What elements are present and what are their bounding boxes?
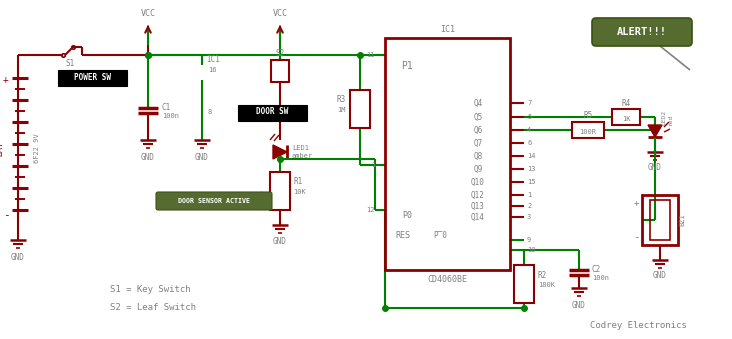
Text: P1: P1 [401,61,413,71]
FancyBboxPatch shape [237,104,307,120]
Text: LED1: LED1 [292,145,309,151]
Text: 4: 4 [527,127,531,133]
Text: Q7: Q7 [474,139,482,147]
Text: +: + [3,75,9,85]
Text: ALERT!!!: ALERT!!! [617,27,667,37]
Bar [385,38,510,270]
Text: 14: 14 [527,153,536,159]
Text: LED2: LED2 [661,110,666,125]
Text: P̅0: P̅0 [433,231,447,239]
Text: R2: R2 [538,271,548,279]
Text: amber: amber [292,153,313,159]
Text: red: red [668,114,673,125]
Polygon shape [648,125,662,137]
Bar [642,195,678,245]
Text: POWER SW: POWER SW [73,73,111,81]
Text: 2: 2 [527,203,531,209]
Text: 1M: 1M [337,107,346,113]
Text: GND: GND [141,153,155,161]
Text: GND: GND [648,162,662,172]
Text: BAT: BAT [0,140,4,156]
Text: GND: GND [273,238,287,246]
Bar [271,60,289,82]
Text: 100R: 100R [580,129,597,135]
Text: Q13: Q13 [471,201,485,211]
Text: Q14: Q14 [471,213,485,221]
Text: GND: GND [11,253,25,261]
Text: 1: 1 [370,162,375,168]
Text: RES: RES [395,231,411,239]
Text: Q5: Q5 [474,113,482,121]
Text: BZ1: BZ1 [679,214,685,226]
Text: 10K: 10K [293,189,306,195]
Text: C2: C2 [592,265,601,275]
Text: 6F22 9V: 6F22 9V [34,133,40,163]
Text: 13: 13 [527,166,536,172]
Text: 1K: 1K [621,116,630,122]
Bar [270,172,290,210]
Text: 100n: 100n [162,113,179,119]
Text: IC1: IC1 [440,25,455,35]
Text: C1: C1 [162,103,171,113]
Text: Q4: Q4 [474,99,482,107]
Text: 16: 16 [208,67,217,73]
Text: 100n: 100n [592,275,609,281]
Text: GND: GND [195,153,209,161]
Bar [650,200,670,240]
Text: 1: 1 [527,192,531,198]
Text: 15: 15 [527,179,536,185]
Bar [612,109,640,125]
Text: 12: 12 [367,207,375,213]
Text: R3: R3 [337,96,346,104]
FancyBboxPatch shape [156,192,272,210]
Text: VCC: VCC [272,9,288,19]
FancyBboxPatch shape [58,69,127,85]
Text: CD4060BE: CD4060BE [427,275,468,283]
Text: S2: S2 [275,48,285,58]
Text: Q10: Q10 [471,178,485,186]
Text: S2 = Leaf Switch: S2 = Leaf Switch [110,303,196,313]
Text: GND: GND [572,300,586,310]
Text: GND: GND [653,271,667,279]
Bar [350,90,370,128]
Text: IC1: IC1 [206,55,220,63]
Text: R4: R4 [621,99,631,107]
Text: 180K: 180K [538,282,555,288]
Text: 7: 7 [527,100,531,106]
FancyBboxPatch shape [592,18,692,46]
Text: Q8: Q8 [474,152,482,160]
Text: 3: 3 [527,214,531,220]
Text: 9: 9 [527,237,531,243]
Polygon shape [273,145,287,159]
Text: R1: R1 [293,178,302,186]
Text: Q6: Q6 [474,125,482,135]
Text: S1: S1 [65,60,74,68]
Text: R5: R5 [583,112,593,120]
Text: 6: 6 [527,140,531,146]
Text: P0: P0 [402,211,412,219]
Text: -: - [632,232,639,242]
Text: 10: 10 [527,247,536,253]
Text: S1 = Key Switch: S1 = Key Switch [110,285,190,295]
Text: +: + [633,199,639,207]
Text: 8: 8 [207,109,212,115]
Text: -: - [3,210,10,220]
Text: Q12: Q12 [471,191,485,199]
Text: 5: 5 [527,114,531,120]
Text: DOOR SW: DOOR SW [255,107,288,117]
Text: Codrey Electronics: Codrey Electronics [590,321,687,331]
Text: 11: 11 [367,52,375,58]
Text: Q9: Q9 [474,164,482,174]
Text: DOOR SENSOR ACTIVE: DOOR SENSOR ACTIVE [178,198,250,204]
Bar [514,265,534,303]
Bar [572,122,604,138]
Text: VCC: VCC [141,9,155,19]
